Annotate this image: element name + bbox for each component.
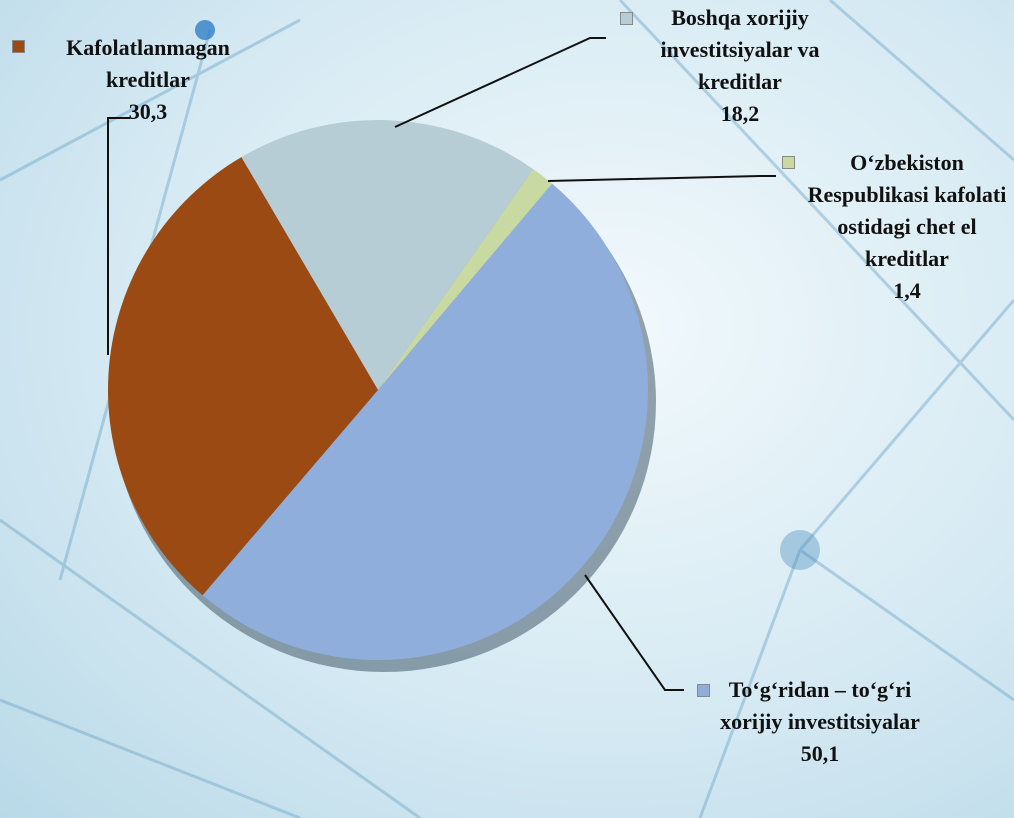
slice-label: To‘g‘ridan – to‘g‘ri xorijiy investitsiy… xyxy=(715,674,925,770)
legend-marker xyxy=(697,684,710,697)
slice-label: Boshqa xorijiy investitsiyalar va kredit… xyxy=(640,2,840,130)
pie-slice xyxy=(107,157,379,596)
pie xyxy=(107,120,649,661)
slice-label: O‘zbekiston Respublikasi kafolati ostida… xyxy=(800,147,1014,307)
category-name: O‘zbekiston Respublikasi kafolati ostida… xyxy=(807,150,1007,271)
category-name: Kafolatlanmagan kreditlar xyxy=(66,35,230,92)
value-label: 18,2 xyxy=(720,101,760,126)
pie-slice xyxy=(241,120,534,390)
legend-marker xyxy=(782,156,795,169)
value-label: 30,3 xyxy=(128,99,168,124)
value-label: 1,4 xyxy=(893,278,921,303)
pie-slice xyxy=(202,183,649,661)
category-name: Boshqa xorijiy investitsiyalar va kredit… xyxy=(660,5,820,94)
category-name: To‘g‘ridan – to‘g‘ri xorijiy investitsiy… xyxy=(720,677,920,734)
legend-marker xyxy=(12,40,25,53)
value-label: 50,1 xyxy=(800,741,840,766)
leader-lines xyxy=(107,37,776,691)
pie-slice xyxy=(378,169,553,390)
legend-marker xyxy=(620,12,633,25)
slice-label: Kafolatlanmagan kreditlar 30,3 xyxy=(30,32,266,128)
